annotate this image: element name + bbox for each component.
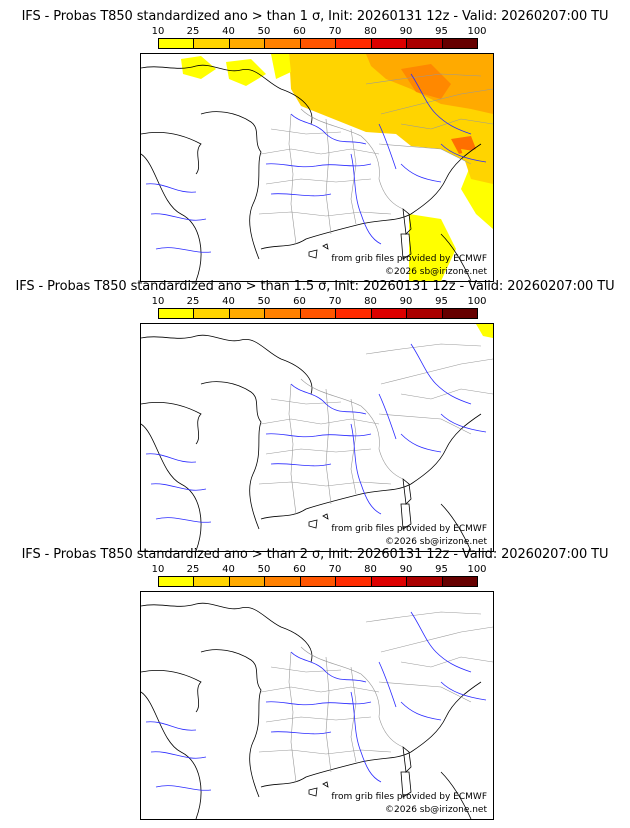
color-scale-bar	[158, 38, 478, 49]
rivers	[145, 73, 487, 253]
copyright-credit: ©2026 sb@irizone.net	[385, 267, 487, 277]
color-scale-labels: 10 25 40 50 60 70 80 90 95 100	[152, 296, 487, 308]
scale-tick-label: 100	[467, 296, 487, 307]
scale-tick-label: 70	[328, 296, 342, 307]
color-scale-segment	[159, 39, 195, 48]
color-scale-segment	[159, 309, 195, 318]
color-scale-segment	[265, 309, 301, 318]
scale-tick-label: 10	[151, 296, 165, 307]
rivers	[145, 611, 487, 791]
region-boundaries	[258, 343, 493, 515]
color-scale-segment	[407, 39, 443, 48]
panel-1: IFS - Probas T850 standardized ano > tha…	[0, 9, 630, 282]
color-scale-segment	[442, 39, 477, 48]
color-scale-segment	[407, 577, 443, 586]
scale-tick-label: 60	[293, 26, 306, 37]
scale-tick-label: 100	[467, 564, 487, 575]
color-scale-segment	[229, 309, 266, 318]
scale-tick-label: 60	[293, 564, 306, 575]
scale-tick-label: 40	[222, 564, 235, 575]
panel-title: IFS - Probas T850 standardized ano > tha…	[21, 9, 609, 24]
copyright-credit: ©2026 sb@irizone.net	[385, 805, 487, 815]
scale-tick-label: 25	[186, 26, 200, 37]
scale-tick-label: 40	[222, 26, 235, 37]
color-scale-segment	[371, 39, 408, 48]
scale-tick-label: 100	[467, 26, 487, 37]
color-scale-segment	[229, 577, 266, 586]
color-scale-bar	[158, 576, 478, 587]
scale-tick-label: 50	[257, 26, 271, 37]
color-scale-segment	[300, 39, 337, 48]
coastlines	[141, 602, 482, 819]
probability-shading-small	[476, 324, 493, 338]
scale-tick-label: 95	[435, 26, 448, 37]
color-scale-segment	[194, 39, 230, 48]
scale-tick-label: 10	[151, 26, 165, 37]
scale-tick-label: 90	[399, 564, 413, 575]
scale-tick-label: 60	[293, 296, 306, 307]
probability-shading	[181, 54, 493, 281]
color-scale-labels: 10 25 40 50 60 70 80 90 95 100	[152, 26, 487, 38]
color-scale-segment	[300, 577, 337, 586]
color-scale-segment	[265, 39, 301, 48]
panel-title: IFS - Probas T850 standardized ano > tha…	[15, 279, 615, 294]
color-scale-segment	[300, 309, 337, 318]
probability-map: from grib files provided by ECMWF ©2026 …	[140, 53, 494, 282]
scale-tick-label: 50	[257, 564, 271, 575]
scale-tick-label: 50	[257, 296, 271, 307]
scale-tick-label: 10	[151, 564, 165, 575]
scale-tick-label: 80	[364, 26, 377, 37]
scale-tick-label: 80	[364, 296, 377, 307]
color-scale-bar	[158, 308, 478, 319]
region-boundaries	[258, 73, 493, 245]
color-scale-segment	[265, 577, 301, 586]
map-graphic	[141, 602, 493, 819]
scale-tick-label: 90	[399, 26, 413, 37]
scale-tick-label: 80	[364, 564, 377, 575]
color-scale-segment	[336, 577, 372, 586]
color-scale-segment	[371, 309, 408, 318]
scale-tick-label: 95	[435, 564, 448, 575]
probability-map: from grib files provided by ECMWF ©2026 …	[140, 323, 494, 552]
color-scale-segment	[442, 309, 477, 318]
scale-tick-label: 95	[435, 296, 448, 307]
panel-2: IFS - Probas T850 standardized ano > tha…	[0, 279, 630, 552]
scale-tick-label: 70	[328, 564, 342, 575]
data-source-credit: from grib files provided by ECMWF	[331, 254, 487, 264]
color-scale-segment	[194, 577, 230, 586]
scale-tick-label: 25	[186, 296, 200, 307]
color-scale-segment	[194, 309, 230, 318]
color-scale-segment	[159, 577, 195, 586]
region-boundaries	[258, 611, 493, 783]
map-graphic	[141, 324, 493, 551]
color-scale-segment	[229, 39, 266, 48]
color-scale-labels: 10 25 40 50 60 70 80 90 95 100	[152, 564, 487, 576]
color-scale-segment	[336, 39, 372, 48]
data-source-credit: from grib files provided by ECMWF	[331, 524, 487, 534]
scale-tick-label: 25	[186, 564, 200, 575]
panel-3: IFS - Probas T850 standardized ano > tha…	[0, 547, 630, 820]
scale-tick-label: 90	[399, 296, 413, 307]
panel-title: IFS - Probas T850 standardized ano > tha…	[21, 547, 609, 562]
data-source-credit: from grib files provided by ECMWF	[331, 792, 487, 802]
color-scale-segment	[407, 309, 443, 318]
color-scale-segment	[442, 577, 477, 586]
map-graphic	[141, 54, 493, 281]
coastlines	[141, 64, 482, 281]
scale-tick-label: 40	[222, 296, 235, 307]
probability-map: from grib files provided by ECMWF ©2026 …	[140, 591, 494, 820]
copyright-credit: ©2026 sb@irizone.net	[385, 537, 487, 547]
color-scale-segment	[336, 309, 372, 318]
color-scale-segment	[371, 577, 408, 586]
scale-tick-label: 70	[328, 26, 342, 37]
rivers	[145, 343, 487, 523]
coastlines	[141, 334, 482, 551]
